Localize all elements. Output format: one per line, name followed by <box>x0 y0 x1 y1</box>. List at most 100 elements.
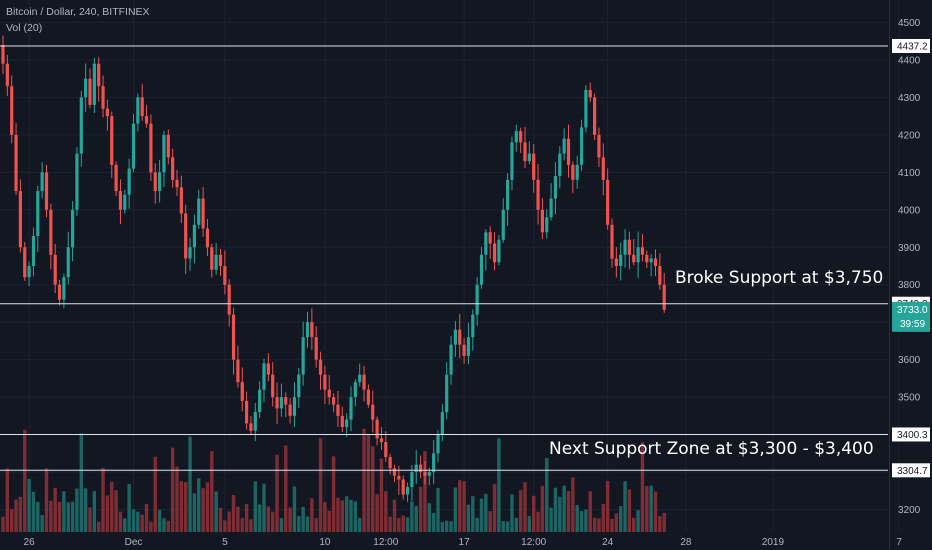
price-tick-label: 4300 <box>898 93 921 104</box>
line-price-badge <box>892 427 930 442</box>
volume-bar <box>632 517 636 532</box>
time-tick-label: 12:00 <box>521 537 546 548</box>
volume-bar <box>57 501 62 532</box>
candle-body <box>114 164 118 192</box>
candle-body <box>492 243 497 263</box>
volume-bar <box>97 521 101 532</box>
candle-body <box>79 97 83 154</box>
line-price-badge <box>892 39 930 54</box>
volume-bar <box>249 519 253 532</box>
candle-body <box>40 172 44 192</box>
volume-bar <box>184 482 188 532</box>
volume-bar <box>201 488 205 532</box>
candle-body <box>53 254 57 285</box>
volume-bar <box>619 506 623 532</box>
volume-bar <box>92 491 97 532</box>
candle-body <box>292 397 297 416</box>
volume-bar <box>484 493 488 532</box>
volume-bar <box>366 434 371 532</box>
candle-body <box>653 258 658 266</box>
volume-bar <box>605 481 610 532</box>
candle-body <box>149 123 153 173</box>
candle-body <box>606 179 610 225</box>
volume-bar <box>314 518 318 532</box>
volume-bar <box>445 520 449 532</box>
candle-body <box>201 198 205 229</box>
volume-bar <box>36 501 40 532</box>
volume-bar <box>231 495 236 532</box>
candle-body <box>614 258 618 266</box>
volume-bar <box>323 502 327 532</box>
volume-bar <box>44 468 49 532</box>
volume-bar <box>405 517 410 532</box>
candle-body <box>388 457 392 469</box>
volume-bar <box>288 507 292 532</box>
candle-body <box>153 172 157 192</box>
time-axis[interactable]: 26 Dec 5 10 12:00 17 12:00 24 28 2019 7 <box>24 537 903 548</box>
candle-body <box>227 284 231 315</box>
candle-body <box>423 472 427 476</box>
volume-bar <box>497 438 501 532</box>
next-support-annotation: Next Support Zone at $3,300 - $3,400 <box>549 439 874 459</box>
candle-body <box>636 247 640 263</box>
volume-bar <box>244 503 249 532</box>
volume-bar <box>27 478 31 532</box>
candle-body <box>101 86 105 109</box>
candle-body <box>318 359 323 375</box>
candle-body <box>297 374 301 398</box>
candle-body <box>645 254 649 263</box>
volume-bar <box>88 507 92 532</box>
volume-bar <box>584 509 588 532</box>
volume-bar <box>292 486 297 532</box>
candle-body <box>353 382 357 398</box>
volume-bar <box>140 514 144 532</box>
volume-bar <box>471 496 475 532</box>
time-tick-label: 2019 <box>762 537 785 548</box>
volume-bar <box>144 503 149 532</box>
volume-bar <box>523 482 527 532</box>
candle-body <box>214 254 218 270</box>
symbol-legend[interactable]: Bitcoin / Dollar, 240, BITFINEX <box>6 6 150 18</box>
time-tick-label: 28 <box>680 537 692 548</box>
candle-body <box>323 374 327 390</box>
volume-bar <box>645 486 649 532</box>
price-tick-label: 3200 <box>898 505 921 516</box>
candle-body <box>258 389 262 413</box>
candle-body <box>588 89 592 98</box>
candle-body <box>345 419 349 428</box>
candle-body <box>397 475 401 480</box>
volume-bar <box>431 512 436 532</box>
volume-bars <box>1 428 666 532</box>
volume-bar <box>205 482 210 532</box>
candle-body <box>449 344 453 375</box>
volume-bar <box>297 516 301 532</box>
candle-body <box>314 337 318 360</box>
volume-bar <box>279 518 284 532</box>
candle-body <box>84 78 88 98</box>
volume-bar <box>166 520 170 532</box>
candle-body <box>71 209 75 248</box>
candle-body <box>575 164 579 180</box>
candle-body <box>118 191 123 210</box>
volume-bar <box>358 518 362 532</box>
volume-legend[interactable]: Vol (20) <box>6 22 43 34</box>
candle-body <box>62 277 66 300</box>
candle-body <box>275 397 279 409</box>
volume-bar <box>397 517 401 532</box>
candle-body <box>301 337 305 375</box>
candle-body <box>271 374 275 398</box>
volume-bar <box>527 516 532 532</box>
volume-bar <box>53 487 57 532</box>
candle-body <box>175 179 179 188</box>
volume-bar <box>449 521 453 532</box>
volume-bar <box>475 517 479 532</box>
volume-bar <box>492 484 497 532</box>
volume-bar <box>114 490 118 532</box>
volume-bar <box>197 478 201 532</box>
candle-body <box>662 284 666 310</box>
volume-bar <box>579 511 584 532</box>
candle-body <box>236 359 240 383</box>
volume-bar <box>318 438 323 532</box>
volume-bar <box>257 504 262 532</box>
